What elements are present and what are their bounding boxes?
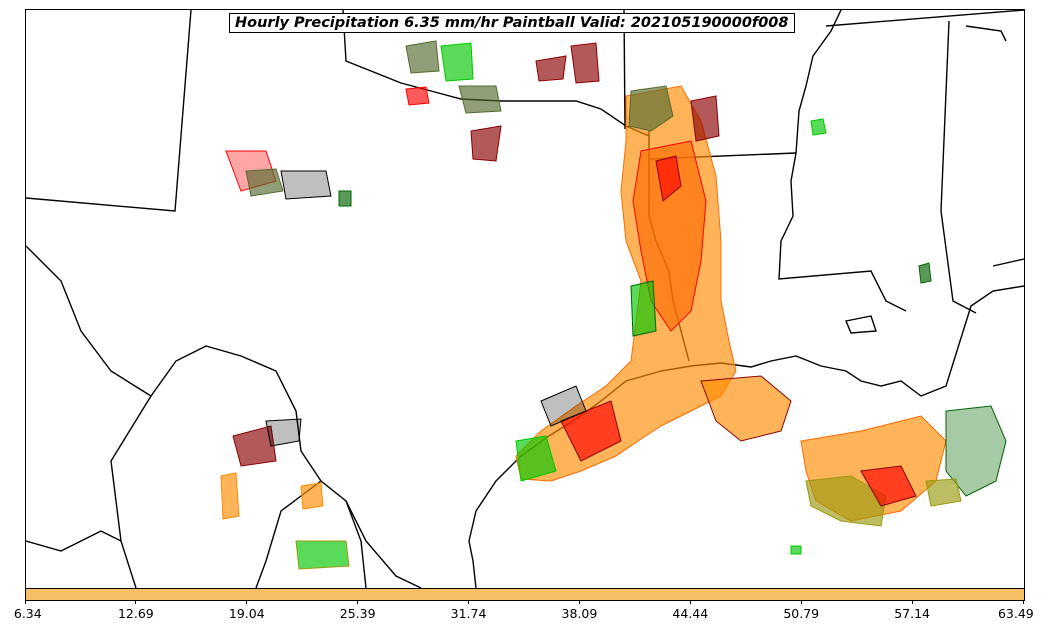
precip-contours	[220, 40, 1007, 570]
precip-stx-darkred	[232, 425, 277, 467]
colorbar-tick-label: 12.69	[117, 606, 154, 621]
precip-west-black	[280, 170, 332, 200]
precip-cell-red-2	[560, 400, 622, 462]
colorbar-tick-label: 6.34	[13, 606, 42, 621]
precip-gulf-red	[860, 465, 917, 507]
rio-grande-border	[26, 245, 422, 588]
mexico-state-border-3	[255, 480, 322, 588]
precip-stx-orange	[220, 472, 240, 520]
gulf-coastline	[468, 285, 1024, 588]
precip-gulf-olive-2	[925, 478, 962, 507]
lake-pontchartrain	[845, 315, 877, 334]
colorbar	[25, 588, 1025, 601]
colorbar-tick-label: 44.44	[672, 606, 709, 621]
precip-stx-black	[265, 418, 302, 447]
precip-mx-green	[295, 540, 350, 570]
colorbar-tick	[357, 600, 359, 604]
precip-ar-green	[810, 118, 827, 136]
colorbar-tick	[468, 600, 470, 604]
map-title: Hourly Precipitation 6.35 mm/hr Paintbal…	[229, 13, 795, 33]
precip-west-olive	[245, 168, 284, 197]
colorbar-tick-label: 31.74	[450, 606, 487, 621]
colorbar-tick	[911, 600, 913, 604]
precip-gulf-olive	[805, 475, 887, 527]
colorbar-tick	[800, 600, 802, 604]
precip-cell-black-1	[540, 385, 587, 427]
tn-border	[825, 10, 1024, 27]
precip-cell-red-1	[655, 155, 682, 202]
precip-cell-green-1	[630, 280, 657, 337]
colorbar-tick-label: 50.79	[783, 606, 820, 621]
mississippi-border	[778, 10, 907, 312]
colorbar-tick	[578, 600, 580, 604]
precip-cell-green-2	[515, 435, 557, 482]
precip-ok-olive	[405, 40, 440, 74]
precip-cell-la-coast	[700, 375, 792, 442]
precip-tx-darkred	[470, 125, 502, 162]
mexico-state-border	[110, 395, 152, 588]
al-ga-border	[965, 25, 1007, 42]
precip-gulf-dot	[790, 545, 802, 555]
state-boundaries	[26, 10, 1024, 588]
precip-ms-green	[918, 262, 932, 284]
colorbar-tick-label: 19.04	[228, 606, 265, 621]
map-canvas	[26, 10, 1024, 588]
colorbar-tick-label: 63.49	[997, 606, 1034, 621]
precip-ok-cell	[628, 85, 674, 132]
mexico-state-border-4	[345, 500, 367, 588]
precip-mx-orange	[300, 482, 324, 510]
colorbar-tick-label: 25.39	[339, 606, 376, 621]
precip-tx-olive	[458, 85, 502, 114]
precip-gulf-green	[945, 405, 1007, 497]
precip-tx-red	[405, 86, 430, 106]
precip-west-green	[338, 190, 352, 207]
ms-al-border	[940, 20, 977, 314]
colorbar-tick	[1022, 600, 1024, 604]
colorbar-tick	[689, 600, 691, 604]
colorbar-tick	[246, 600, 248, 604]
colorbar-tick	[135, 600, 137, 604]
map-panel	[25, 9, 1025, 589]
precip-ok-darkred	[570, 42, 600, 84]
colorbar-tick-label: 57.14	[894, 606, 931, 621]
nm-border	[26, 10, 192, 212]
precip-ok-darkred-2	[535, 55, 567, 82]
precip-cell-darkred-1	[690, 95, 720, 142]
colorbar-tick-label: 38.09	[561, 606, 598, 621]
colorbar-tick	[24, 600, 26, 604]
mexico-state-border-2	[26, 530, 122, 552]
precip-ok-green	[440, 42, 474, 82]
al-fl-border	[992, 258, 1024, 267]
